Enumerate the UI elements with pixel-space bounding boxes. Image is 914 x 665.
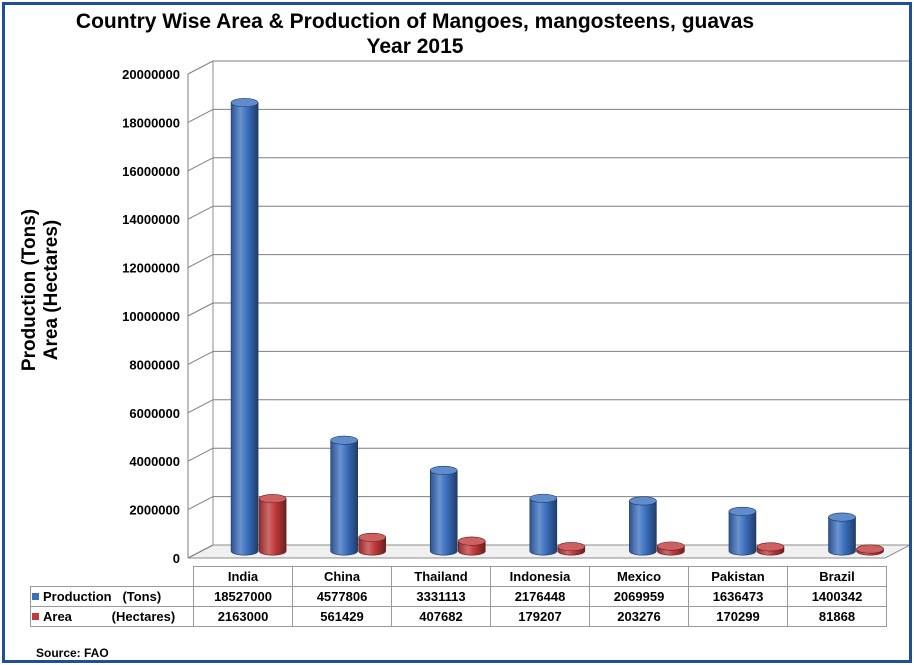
cell-area-pakistan: 170299 [688,606,788,627]
bar-top-pakistan-production [728,506,757,516]
cell-production-indonesia: 2176448 [490,586,590,607]
bar-top-thailand-area [457,536,486,546]
legend-swatch-production [32,593,39,600]
data-table-header-india: India [193,566,293,587]
bar-top-brazil-production [828,512,856,522]
y-tick-label: 10000000 [122,309,180,324]
bar-top-indonesia-area [557,542,586,552]
cell-production-china: 4577806 [292,586,392,607]
side-wall-gridline [187,496,214,511]
y-tick-label: 8000000 [129,357,180,372]
bar-top-indonesia-production [529,493,558,503]
y-tick-label: 2000000 [129,503,180,518]
plot-area: 0 2000000 4000000 6000000 8000000 10000000 120… [122,60,909,565]
legend-entry-production: Production (Tons) [30,586,194,607]
bar-thailand-production [429,470,458,556]
y-tick-label: 6000000 [129,406,180,421]
side-wall-gridline [187,302,214,317]
bar-top-pakistan-area [756,542,785,552]
data-table-header-china: China [292,566,392,587]
bar-brazil-production [828,516,856,556]
y-tick-label: 0 [173,551,180,565]
cell-area-brazil: 81868 [787,606,887,627]
data-table-header-pakistan: Pakistan [688,566,788,587]
bar-china-area [358,537,386,556]
legend-label-production: Production (Tons) [43,589,162,604]
bar-pakistan-production [728,511,757,556]
data-table-row-area: Area (Hectares) 2163000 561429 407682 17… [30,606,887,627]
bar-top-thailand-production [429,465,458,475]
bar-top-india-area [258,494,287,504]
cell-production-mexico: 2069959 [589,586,689,607]
side-wall-gridline [187,447,214,462]
y-tick-label: 12000000 [122,261,180,276]
y-tick-label: 18000000 [122,115,180,130]
cell-production-brazil: 1400342 [787,586,887,607]
bar-mexico-production [629,500,657,556]
cell-production-pakistan: 1636473 [688,586,788,607]
bar-top-brazil-area [856,544,884,554]
side-wall-gridline [187,544,214,559]
side-wall-gridline [187,108,214,123]
side-wall-gridline [187,350,214,365]
side-wall-gridline [187,254,214,269]
bar-india-area [258,498,287,556]
side-wall-gridline [187,60,214,75]
bar-top-india-production [230,98,259,108]
bar-top-china-area [358,532,386,542]
data-table-header-brazil: Brazil [787,566,887,587]
data-table-header-row: India China Thailand Indonesia Mexico Pa… [30,566,887,587]
bar-top-mexico-production [629,496,657,506]
legend-entry-area: Area (Hectares) [30,606,194,627]
side-wall-gridline [187,399,214,414]
bar-china-production [330,439,358,556]
bar-indonesia-production [529,498,558,556]
chart-title: Country Wise Area & Production of Mangoe… [75,10,755,58]
side-wall-gridline [187,157,214,172]
cell-production-india: 18527000 [193,586,293,607]
data-table: India China Thailand Indonesia Mexico Pa… [30,566,887,627]
y-tick-label: 14000000 [122,212,180,227]
bar-top-china-production [330,435,358,445]
legend-label-area: Area (Hectares) [43,609,176,624]
source-note: Source: FAO [36,646,109,660]
data-table-header-thailand: Thailand [391,566,491,587]
cell-area-mexico: 203276 [589,606,689,627]
bar-india-production [230,102,259,556]
cell-area-china: 561429 [292,606,392,627]
data-table-row-production: Production (Tons) 18527000 4577806 33311… [30,586,887,607]
cell-area-thailand: 407682 [391,606,491,627]
data-table-header-mexico: Mexico [589,566,689,587]
side-wall-gridline [187,205,214,220]
bar-top-mexico-area [657,541,685,551]
y-tick-label: 16000000 [122,164,180,179]
cell-production-thailand: 3331113 [391,586,491,607]
cell-area-indonesia: 179207 [490,606,590,627]
data-table-corner [30,566,194,587]
cell-area-india: 2163000 [193,606,293,627]
y-tick-label: 20000000 [122,67,180,82]
legend-swatch-area [32,613,39,620]
y-tick-label: 4000000 [129,454,180,469]
data-table-header-indonesia: Indonesia [490,566,590,587]
